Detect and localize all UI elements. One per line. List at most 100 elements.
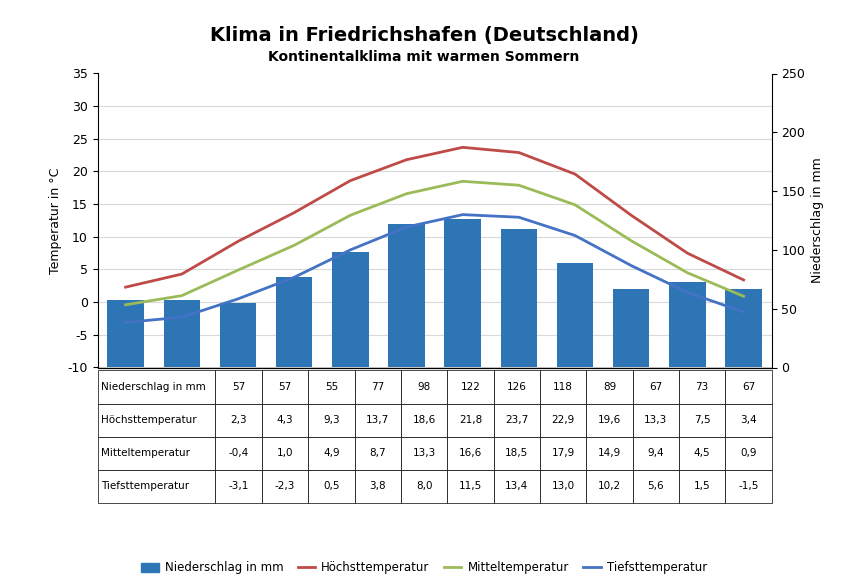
Text: -3,1: -3,1	[228, 481, 248, 491]
Text: 18,6: 18,6	[412, 415, 436, 425]
Bar	[586, 470, 633, 503]
Text: 77: 77	[371, 382, 384, 392]
Text: 118: 118	[553, 382, 573, 392]
Text: -2,3: -2,3	[275, 481, 295, 491]
Bar	[679, 436, 725, 470]
Text: 4,3: 4,3	[276, 415, 293, 425]
Text: 4,5: 4,5	[694, 448, 711, 458]
Bar	[354, 470, 401, 503]
Text: 9,3: 9,3	[323, 415, 340, 425]
Text: 5,6: 5,6	[648, 481, 664, 491]
Text: 55: 55	[325, 382, 338, 392]
Bar	[354, 370, 401, 403]
Text: Mitteltemperatur: Mitteltemperatur	[101, 448, 190, 458]
Bar	[215, 436, 262, 470]
Bar	[332, 252, 369, 368]
Bar	[262, 370, 308, 403]
Text: 4,9: 4,9	[323, 448, 340, 458]
Bar	[308, 370, 354, 403]
Bar	[401, 403, 447, 436]
Bar	[262, 436, 308, 470]
Bar	[633, 470, 679, 503]
Bar	[725, 436, 772, 470]
Text: 57: 57	[232, 382, 245, 392]
Bar	[586, 403, 633, 436]
Text: 23,7: 23,7	[505, 415, 528, 425]
Bar	[308, 403, 354, 436]
Y-axis label: Niederschlag in mm: Niederschlag in mm	[811, 158, 824, 283]
Bar	[308, 470, 354, 503]
Text: 13,7: 13,7	[366, 415, 389, 425]
Bar	[98, 470, 215, 503]
Bar	[494, 403, 540, 436]
Bar	[540, 370, 586, 403]
Text: 3,8: 3,8	[370, 481, 386, 491]
Bar	[215, 370, 262, 403]
Bar	[540, 403, 586, 436]
Text: 13,0: 13,0	[551, 481, 575, 491]
Text: 67: 67	[742, 382, 755, 392]
Bar	[679, 403, 725, 436]
Bar	[494, 436, 540, 470]
Bar	[633, 403, 679, 436]
Bar	[164, 300, 200, 368]
Bar	[108, 300, 144, 368]
Bar	[679, 370, 725, 403]
Bar	[98, 436, 215, 470]
Text: 10,2: 10,2	[598, 481, 621, 491]
Text: 7,5: 7,5	[694, 415, 711, 425]
Bar	[540, 436, 586, 470]
Text: 17,9: 17,9	[551, 448, 575, 458]
Bar	[401, 370, 447, 403]
Text: 0,9: 0,9	[740, 448, 756, 458]
Text: 13,3: 13,3	[644, 415, 667, 425]
Text: 21,8: 21,8	[459, 415, 482, 425]
Bar	[262, 403, 308, 436]
Bar	[613, 289, 650, 368]
Bar	[276, 277, 312, 368]
Text: Tiefsttemperatur: Tiefsttemperatur	[101, 481, 189, 491]
Bar	[494, 370, 540, 403]
Y-axis label: Temperatur in °C: Temperatur in °C	[49, 168, 62, 273]
Text: 1,5: 1,5	[694, 481, 711, 491]
Bar	[447, 470, 494, 503]
Text: 8,7: 8,7	[370, 448, 386, 458]
Text: 126: 126	[507, 382, 527, 392]
Text: Höchsttemperatur: Höchsttemperatur	[101, 415, 197, 425]
Bar	[447, 370, 494, 403]
Text: 98: 98	[417, 382, 431, 392]
Bar	[354, 436, 401, 470]
Bar	[500, 229, 537, 368]
Text: 9,4: 9,4	[648, 448, 664, 458]
Text: 0,5: 0,5	[323, 481, 339, 491]
Bar	[447, 403, 494, 436]
Bar	[354, 403, 401, 436]
Bar	[215, 403, 262, 436]
Bar	[388, 224, 425, 368]
Text: 67: 67	[650, 382, 662, 392]
Text: 57: 57	[278, 382, 292, 392]
Bar	[586, 436, 633, 470]
Text: 13,4: 13,4	[505, 481, 528, 491]
Text: 11,5: 11,5	[459, 481, 482, 491]
Text: 2,3: 2,3	[231, 415, 247, 425]
Text: Kontinentalklima mit warmen Sommern: Kontinentalklima mit warmen Sommern	[268, 50, 580, 64]
Bar	[447, 436, 494, 470]
Bar	[444, 219, 481, 368]
Bar	[98, 403, 215, 436]
Bar	[220, 303, 256, 368]
Bar	[679, 470, 725, 503]
Text: Niederschlag in mm: Niederschlag in mm	[101, 382, 206, 392]
Text: 73: 73	[695, 382, 709, 392]
Text: 1,0: 1,0	[276, 448, 293, 458]
Bar	[494, 470, 540, 503]
Bar	[633, 436, 679, 470]
Text: 89: 89	[603, 382, 616, 392]
Bar	[633, 370, 679, 403]
Text: -1,5: -1,5	[739, 481, 759, 491]
Bar	[586, 370, 633, 403]
Bar	[540, 470, 586, 503]
Bar	[401, 436, 447, 470]
Bar	[725, 289, 762, 368]
Text: 18,5: 18,5	[505, 448, 528, 458]
